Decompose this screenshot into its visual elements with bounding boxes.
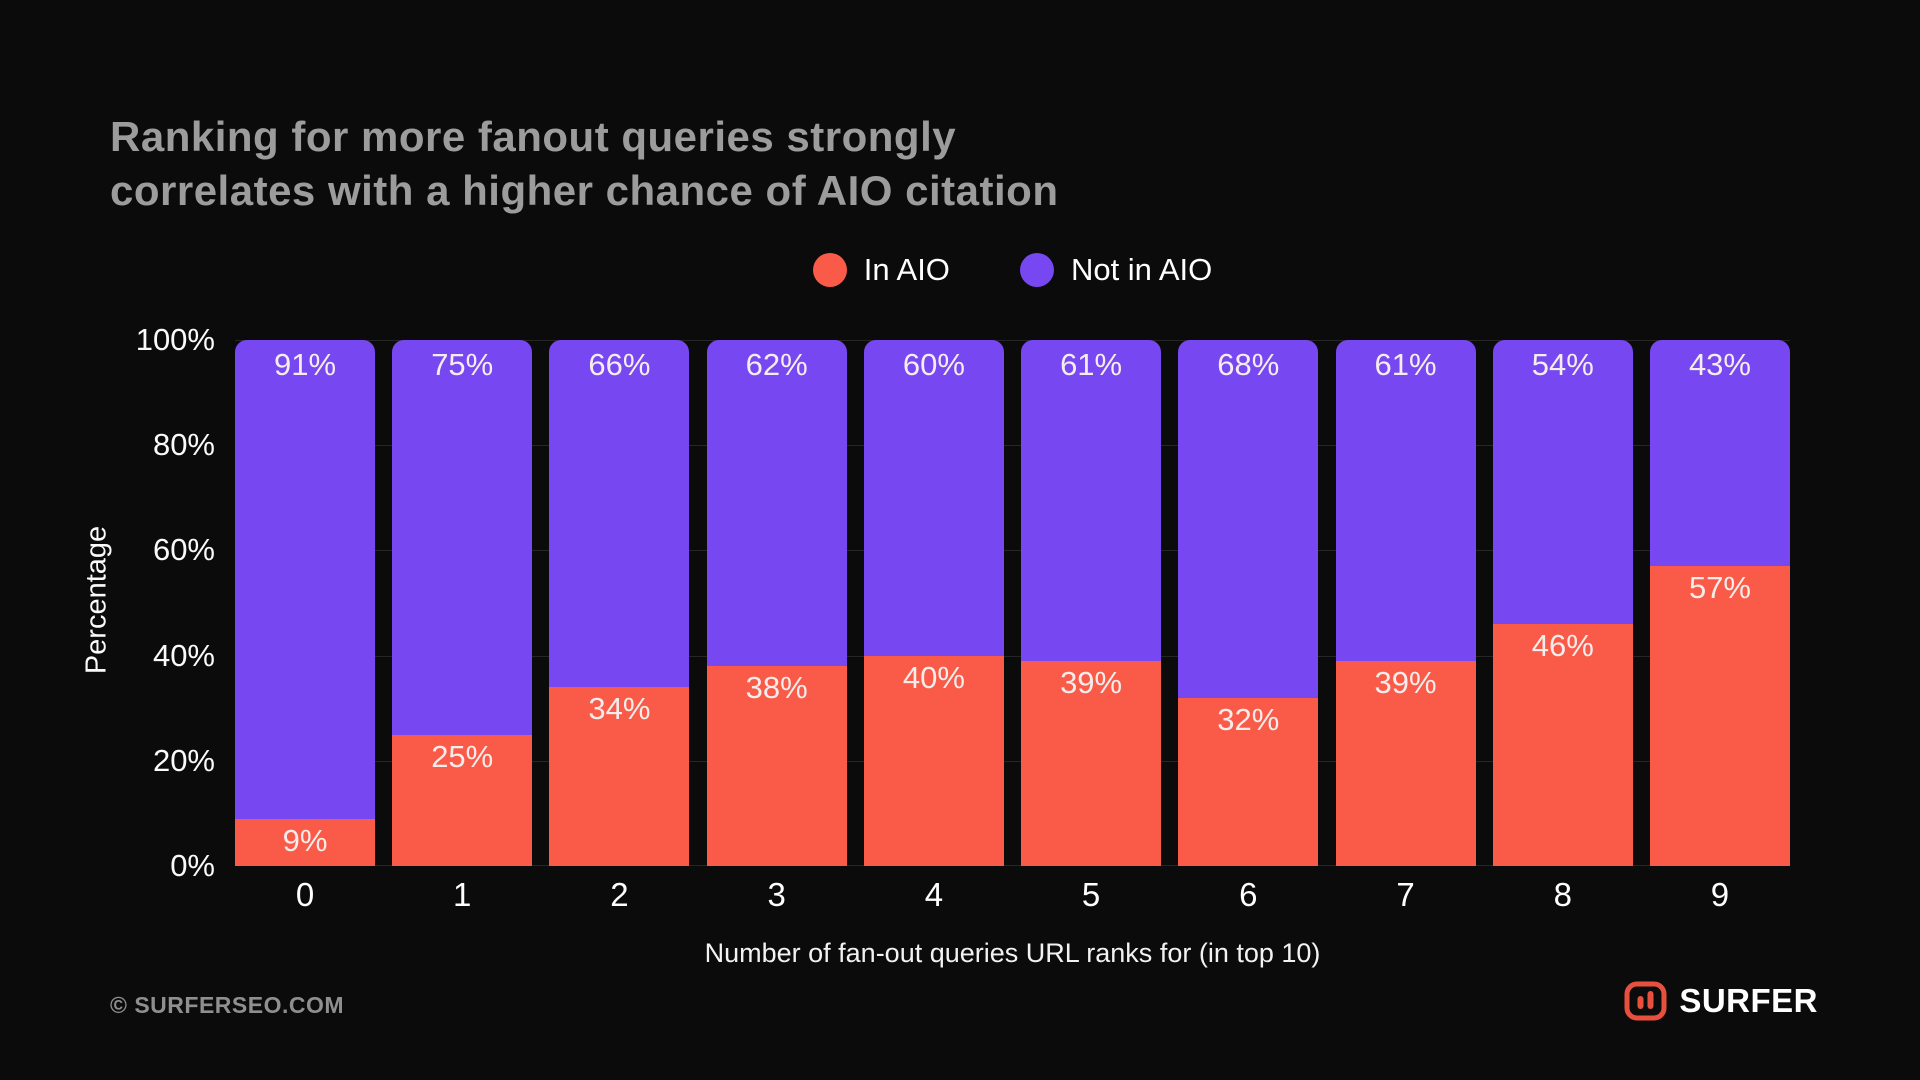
x-axis-title: Number of fan-out queries URL ranks for … — [704, 938, 1321, 968]
legend-label: In AIO — [863, 252, 950, 287]
brand-logo: SURFER — [1624, 981, 1818, 1021]
y-tick-label: 20% — [152, 743, 215, 778]
bar-segment-in-aio: 39% — [1021, 660, 1162, 866]
bar-segment-in-aio: 38% — [706, 666, 847, 866]
x-tick-label: 1 — [453, 876, 472, 913]
bar-segment-in-aio: 57% — [1649, 566, 1790, 866]
y-axis-title: Percentage — [80, 525, 113, 675]
gridline — [235, 445, 1790, 446]
bar-segment-not-in-aio: 61% — [1021, 340, 1162, 661]
y-axis-ticks: 100% 80% 60% 40% 20% 0% — [60, 323, 215, 883]
bar-segment-not-in-aio: 54% — [1492, 340, 1633, 625]
bar-segment-not-in-aio: 75% — [392, 340, 533, 735]
x-tick-label: 6 — [1239, 876, 1258, 913]
bar-segment-in-aio: 40% — [863, 655, 1004, 866]
bar-value-label: 57% — [1688, 570, 1751, 606]
bar-4: 60% 40% — [863, 340, 1004, 866]
bar-value-label: 62% — [745, 347, 808, 382]
bar-value-label: 66% — [588, 347, 651, 382]
chart-title-line1: Ranking for more fanout queries strongly — [110, 113, 957, 160]
y-tick-label: 100% — [135, 322, 215, 357]
bar-segment-in-aio: 9% — [235, 818, 375, 866]
bar-value-label: 61% — [1060, 347, 1123, 382]
y-tick-label: 0% — [170, 848, 215, 883]
bar-7: 61% 39% — [1335, 340, 1476, 866]
legend-dot-in-aio-icon — [812, 253, 847, 287]
bar-segment-not-in-aio: 62% — [706, 340, 847, 667]
legend-dot-not-in-aio-icon — [1019, 253, 1054, 287]
y-tick-label: 80% — [152, 427, 215, 462]
bar-value-label: 60% — [902, 347, 965, 382]
bar-segment-not-in-aio: 43% — [1649, 340, 1790, 567]
bar-segment-in-aio: 46% — [1492, 624, 1633, 866]
legend-item-in-aio: In AIO — [812, 252, 950, 288]
bar-0: 91% 9% — [235, 340, 375, 866]
x-tick-label: 0 — [295, 876, 315, 913]
chart-title-line2: correlates with a higher chance of AIO c… — [110, 167, 1059, 214]
gridline — [235, 550, 1790, 551]
bar-value-label: 34% — [588, 691, 651, 727]
bar-segment-not-in-aio: 66% — [549, 340, 690, 688]
surfer-logo-icon — [1624, 981, 1667, 1021]
legend-label: Not in AIO — [1070, 252, 1213, 287]
x-tick-label: 4 — [924, 876, 944, 913]
x-tick-label: 7 — [1396, 876, 1415, 913]
gridline — [235, 865, 1790, 866]
x-tick-label: 5 — [1081, 876, 1101, 913]
bar-value-label: 43% — [1688, 347, 1751, 382]
gridline — [235, 656, 1790, 657]
gridline — [235, 340, 1790, 341]
bar-2: 66% 34% — [549, 340, 690, 866]
legend: In AIO Not in AIO — [235, 252, 1790, 288]
bar-value-label: 75% — [431, 347, 494, 382]
bar-segment-not-in-aio: 61% — [1335, 340, 1476, 661]
bar-segment-in-aio: 34% — [549, 687, 690, 866]
bar-value-label: 46% — [1531, 628, 1594, 664]
bar-value-label: 40% — [902, 659, 965, 695]
plot-area: 91% 9% 75% 25% 66% 34% 62% 38% 60% 40% 61% 39% 68% 32… — [235, 340, 1790, 866]
x-tick-label: 3 — [767, 876, 786, 913]
bar-3: 62% 38% — [706, 340, 847, 866]
bars: 91% 9% 75% 25% 66% 34% 62% 38% 60% 40% 61% 39% 68% 32… — [235, 340, 1790, 866]
bar-value-label: 54% — [1531, 347, 1594, 382]
bar-value-label: 68% — [1217, 347, 1280, 382]
bar-value-label: 61% — [1374, 347, 1437, 382]
bar-segment-not-in-aio: 60% — [863, 340, 1004, 656]
x-tick-label: 2 — [610, 876, 629, 913]
y-tick-label: 60% — [152, 532, 215, 567]
bar-segment-in-aio: 39% — [1335, 660, 1476, 866]
legend-item-not-in-aio: Not in AIO — [1019, 252, 1213, 288]
chart-title: Ranking for more fanout queries strongly… — [110, 110, 1058, 218]
bar-9: 43% 57% — [1649, 340, 1790, 866]
bar-value-label: 25% — [431, 738, 494, 774]
copyright-text: © SURFERSEO.COM — [110, 992, 345, 1018]
x-tick-label: 9 — [1710, 876, 1730, 913]
gridline — [235, 761, 1790, 762]
bar-segment-in-aio: 32% — [1178, 697, 1319, 866]
bar-5: 61% 39% — [1021, 340, 1162, 866]
x-tick-labels: 0 1 2 3 4 5 6 7 8 9 — [235, 876, 1790, 914]
brand-name: SURFER — [1679, 982, 1818, 1019]
bar-value-label: 39% — [1060, 664, 1123, 700]
bar-segment-not-in-aio: 68% — [1178, 340, 1319, 698]
bar-1: 75% 25% — [392, 340, 533, 866]
bar-6: 68% 32% — [1178, 340, 1319, 866]
bar-value-label: 91% — [273, 347, 337, 382]
x-tick-label: 8 — [1553, 876, 1572, 913]
bar-value-label: 9% — [282, 822, 328, 858]
bar-value-label: 39% — [1374, 664, 1437, 700]
bar-value-label: 32% — [1217, 701, 1280, 737]
bar-8: 54% 46% — [1492, 340, 1633, 866]
bar-value-label: 38% — [745, 670, 808, 706]
bar-segment-in-aio: 25% — [392, 734, 533, 866]
y-tick-label: 40% — [152, 638, 215, 673]
bar-segment-not-in-aio: 91% — [235, 340, 375, 819]
